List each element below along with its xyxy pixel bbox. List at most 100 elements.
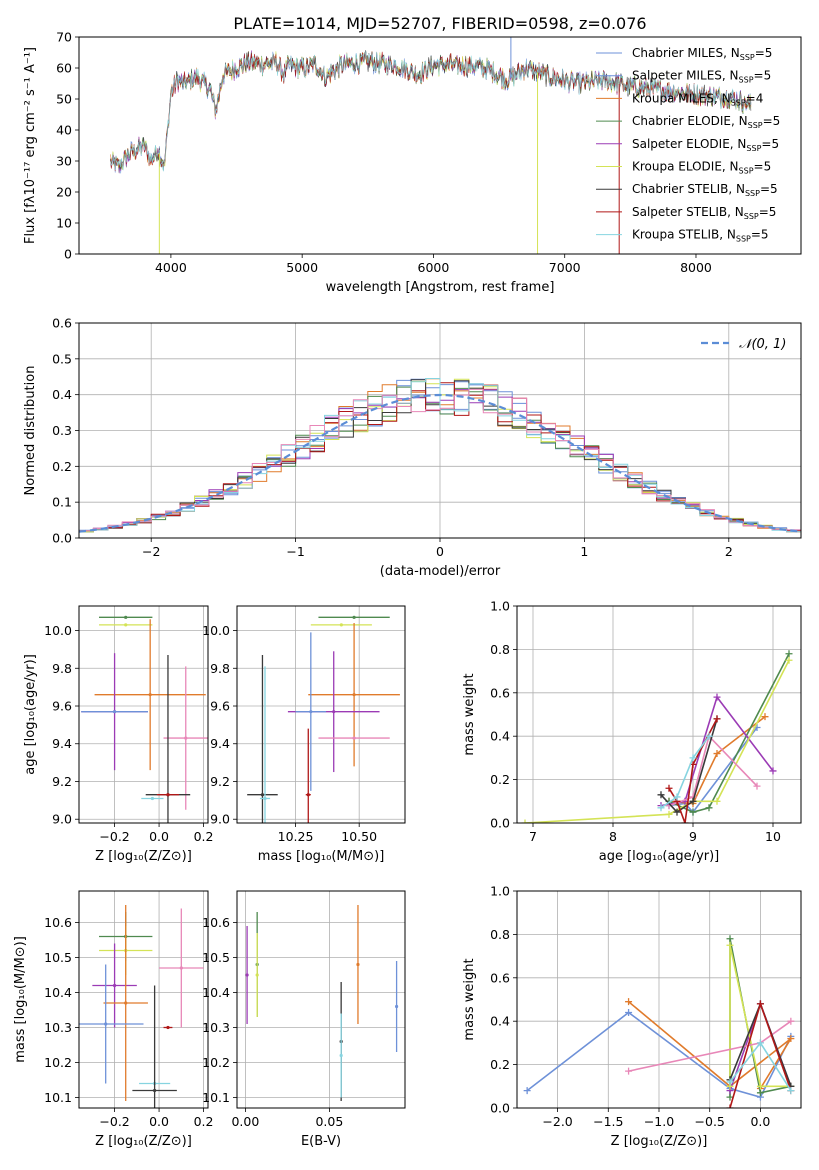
- weight-marker: [625, 1009, 633, 1017]
- data-point: [395, 1004, 399, 1009]
- mass_vs_Z-ylabel: mass [log₁₀(M/M⊙)]: [13, 936, 28, 1063]
- residuals-xtick-label: 0: [436, 544, 444, 559]
- spectrum-xlabel: wavelength [Angstrom, rest frame]: [326, 280, 555, 295]
- mass_vs_Z-xtick-label: 0.0: [149, 1114, 169, 1129]
- age_vs_Z-xlabel: Z [log₁₀(Z/Z⊙)]: [95, 849, 192, 864]
- weight-marker: [756, 1000, 764, 1008]
- spectrum-line: [110, 51, 752, 172]
- data-point: [255, 973, 259, 977]
- weight-marker: [673, 793, 681, 801]
- weight-marker: [787, 1035, 795, 1043]
- residuals-ylabel: Normed distribution: [23, 366, 38, 496]
- weight-marker: [761, 713, 769, 721]
- age_vs_mass-ytick-label: 9.4: [210, 736, 230, 751]
- weight_vs_age-ytick-label: 0.8: [490, 642, 510, 657]
- gaussian-legend-label: 𝒩(0, 1): [739, 337, 786, 352]
- weight-marker: [689, 797, 697, 805]
- spectrum-ytick-label: 0: [64, 247, 72, 262]
- residuals-xtick-label: −1: [286, 544, 304, 559]
- weight-marker: [785, 650, 793, 658]
- residuals-xtick-label: 2: [725, 544, 733, 559]
- spectrum-axes: [75, 36, 697, 258]
- weight_vs_age-axes: [513, 605, 801, 827]
- legend-entry: Salpeter MILES, NSSP=5: [632, 69, 771, 85]
- mass_vs_Z-ytick-label: 10.3: [44, 1020, 72, 1035]
- weight-marker: [713, 693, 721, 701]
- weight_vs_age-xtick-label: 9: [689, 829, 697, 844]
- spectrum-ytick-label: 70: [56, 30, 72, 45]
- data-point: [124, 1001, 128, 1005]
- legend-entry: Kroupa MILES, NSSP=4: [632, 91, 763, 107]
- age_vs_mass-xlabel: mass [log₁₀(M/M⊙)]: [258, 849, 385, 864]
- weight_vs_age-ylabel: mass weight: [462, 673, 477, 755]
- age_vs_Z-plot: [81, 615, 208, 823]
- legend-entry: Kroupa ELODIE, NSSP=5: [632, 160, 771, 176]
- weight_vs_Z-ytick-label: 0.2: [490, 1057, 510, 1072]
- spectrum-xtick-label: 7000: [549, 260, 581, 275]
- spectrum-xtick-label: 5000: [286, 260, 318, 275]
- residual-histogram: [79, 388, 801, 538]
- weight_vs_Z-ytick-label: 0.4: [490, 1014, 510, 1029]
- weight_vs_age-ytick-label: 0.6: [490, 685, 510, 700]
- data-point: [150, 796, 154, 801]
- weight-marker: [756, 1089, 764, 1097]
- mass_vs_Z-ytick-label: 10.5: [44, 950, 72, 965]
- residuals-xtick-label: −2: [142, 544, 160, 559]
- weight-marker: [713, 750, 721, 758]
- residuals-ytick-label: 0.5: [52, 351, 72, 366]
- weight-marker: [726, 1078, 734, 1086]
- residuals-axes: [75, 322, 801, 542]
- weight-marker: [705, 804, 713, 812]
- mass_vs_Z-ytick-label: 10.2: [44, 1055, 72, 1070]
- data-point: [356, 962, 360, 967]
- weight_vs_Z-ylabel: mass weight: [462, 958, 477, 1040]
- spectrum-ytick-label: 20: [56, 185, 72, 200]
- weight-marker: [625, 1067, 633, 1075]
- age_vs_Z-xtick-label: −0.2: [99, 829, 129, 844]
- age_vs_Z-ytick-label: 9.4: [52, 736, 72, 751]
- mass_vs_EBV-ytick-label: 10.4: [202, 985, 230, 1000]
- spectrum-ytick-label: 30: [56, 154, 72, 169]
- mass_vs_Z-plot: [79, 905, 204, 1108]
- weight-marker: [713, 797, 721, 805]
- age_vs_mass-axes: [233, 606, 405, 827]
- weight_vs_age-xtick-label: 8: [609, 829, 617, 844]
- data-point: [352, 736, 356, 740]
- data-point: [166, 793, 170, 797]
- legend-entry: Kroupa STELIB, NSSP=5: [632, 228, 769, 244]
- mass_vs_EBV-ytick-label: 10.2: [202, 1055, 230, 1070]
- weight_vs_age-xtick-label: 10: [765, 829, 781, 844]
- data-point: [260, 793, 265, 797]
- legend-entry: Salpeter ELODIE, NSSP=5: [632, 137, 779, 153]
- gaussian-curve: [79, 393, 801, 533]
- weight_vs_age-ytick-label: 1.0: [490, 599, 510, 614]
- weight_vs_Z-ytick-label: 0.0: [490, 1101, 510, 1116]
- data-point: [184, 736, 188, 740]
- age_vs_Z-ytick-label: 10.0: [44, 623, 72, 638]
- mass_vs_EBV-axes: [233, 891, 405, 1112]
- age_vs_Z-frame: [78, 605, 209, 824]
- data-point: [124, 615, 128, 619]
- weight-line: [729, 945, 791, 1088]
- weight-marker: [523, 1087, 531, 1095]
- weight_vs_Z-xtick-label: 0.0: [750, 1114, 770, 1129]
- weight-marker: [625, 998, 633, 1006]
- mass_vs_EBV-xtick-label: 0.05: [315, 1114, 343, 1129]
- weight_vs_age-plot: [521, 650, 793, 823]
- age_vs_Z-ytick-label: 9.0: [52, 812, 72, 827]
- residuals-ytick-label: 0.1: [52, 495, 72, 510]
- weight-marker: [657, 804, 665, 812]
- mass_vs_Z-xtick-label: −0.2: [99, 1114, 129, 1129]
- weight_vs_Z-xtick-label: −2.0: [542, 1114, 572, 1129]
- weight-line: [660, 735, 710, 809]
- age_vs_Z-ytick-label: 9.2: [52, 774, 72, 789]
- data-point: [352, 615, 356, 619]
- residuals-frame: [78, 322, 802, 539]
- mass_vs_EBV-ytick-label: 10.3: [202, 1020, 230, 1035]
- weight-marker: [681, 819, 689, 823]
- spectrum-plot: [110, 37, 752, 254]
- data-point: [245, 973, 249, 977]
- data-point: [104, 1022, 108, 1026]
- weight_vs_age-ytick-label: 0.2: [490, 772, 510, 787]
